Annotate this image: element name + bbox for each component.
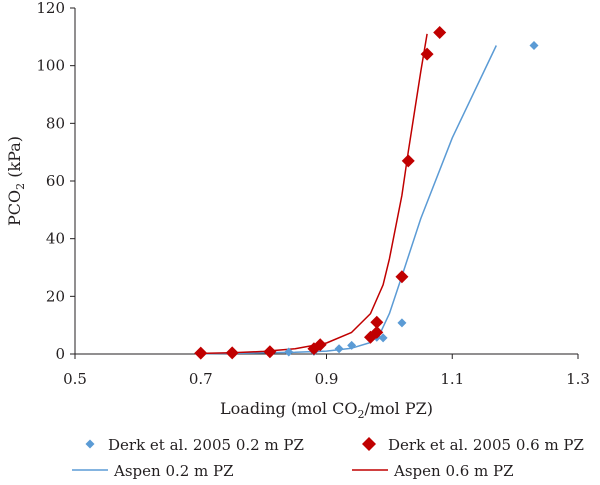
data-point-derk-et-al-2005-0-2-m-pz: [529, 40, 539, 50]
x-tick-label: 0.7: [189, 370, 213, 388]
x-axis-label-subscript: 2: [357, 408, 364, 421]
series-lines: [200, 33, 497, 355]
x-axis-label-rest: /mol PZ): [364, 399, 433, 418]
data-point-derk-et-al-2005-0-6-m-pz: [395, 270, 409, 284]
data-point-derk-et-al-2005-0-2-m-pz: [284, 347, 294, 357]
legend-label-derk-0-6: Derk et al. 2005 0.6 m PZ: [388, 436, 584, 454]
legend-item-aspen-0-2: Aspen 0.2 m PZ: [72, 462, 234, 480]
legend: Derk et al. 2005 0.2 m PZ Derk et al. 20…: [72, 436, 584, 480]
data-point-derk-et-al-2005-0-6-m-pz: [370, 315, 384, 329]
y-tick-label: 40: [46, 230, 65, 248]
legend-marker-derk-0-6: [362, 437, 376, 451]
x-tick-label: 0.9: [315, 370, 339, 388]
x-tick-label: 1.3: [566, 370, 590, 388]
y-tick-label: 120: [36, 0, 65, 17]
data-point-derk-et-al-2005-0-6-m-pz: [225, 346, 239, 360]
series-line-aspen-0-2-m-pz: [200, 45, 497, 355]
data-point-derk-et-al-2005-0-6-m-pz: [401, 154, 415, 168]
y-axis-label-rest: (kPa): [5, 136, 24, 183]
y-tick-label: 80: [46, 114, 65, 132]
y-ticks: 0 20 40 60 80 100 120: [36, 0, 75, 363]
legend-item-aspen-0-6: Aspen 0.6 m PZ: [352, 462, 514, 480]
x-axis-label-main: Loading (mol CO: [220, 399, 357, 418]
data-point-derk-et-al-2005-0-6-m-pz: [263, 345, 277, 359]
data-point-derk-et-al-2005-0-2-m-pz: [397, 318, 407, 328]
data-point-derk-et-al-2005-0-6-m-pz: [194, 346, 208, 360]
x-ticks: 0.5 0.7 0.9 1.1 1.3: [63, 354, 590, 388]
data-point-derk-et-al-2005-0-6-m-pz: [313, 338, 327, 352]
legend-label-aspen-0-6: Aspen 0.6 m PZ: [393, 462, 514, 480]
series-points: [194, 26, 539, 360]
data-point-derk-et-al-2005-0-6-m-pz: [420, 47, 434, 61]
legend-item-derk-0-6: Derk et al. 2005 0.6 m PZ: [362, 436, 584, 454]
legend-label-derk-0-2: Derk et al. 2005 0.2 m PZ: [108, 436, 304, 454]
data-point-derk-et-al-2005-0-2-m-pz: [334, 344, 344, 354]
data-point-derk-et-al-2005-0-2-m-pz: [378, 333, 388, 343]
axes: [74, 8, 578, 355]
data-point-derk-et-al-2005-0-6-m-pz: [433, 26, 447, 40]
y-tick-label: 60: [46, 172, 65, 190]
x-axis-label: Loading (mol CO2/mol PZ): [220, 399, 433, 421]
y-tick-label: 0: [55, 345, 65, 363]
data-point-derk-et-al-2005-0-6-m-pz: [370, 325, 384, 339]
series-line-aspen-0-6-m-pz: [200, 33, 428, 355]
legend-item-derk-0-2: Derk et al. 2005 0.2 m PZ: [85, 436, 304, 454]
legend-marker-derk-0-2: [85, 439, 95, 449]
y-axis-label-main: PCO: [5, 190, 24, 226]
x-tick-label: 0.5: [63, 370, 87, 388]
legend-label-aspen-0-2: Aspen 0.2 m PZ: [113, 462, 234, 480]
y-tick-label: 100: [36, 57, 65, 75]
x-tick-label: 1.1: [440, 370, 464, 388]
y-axis-label: PCO2 (kPa): [5, 136, 27, 226]
y-axis-label-subscript: 2: [14, 183, 27, 190]
y-tick-label: 20: [46, 287, 65, 305]
data-point-derk-et-al-2005-0-2-m-pz: [347, 340, 357, 350]
